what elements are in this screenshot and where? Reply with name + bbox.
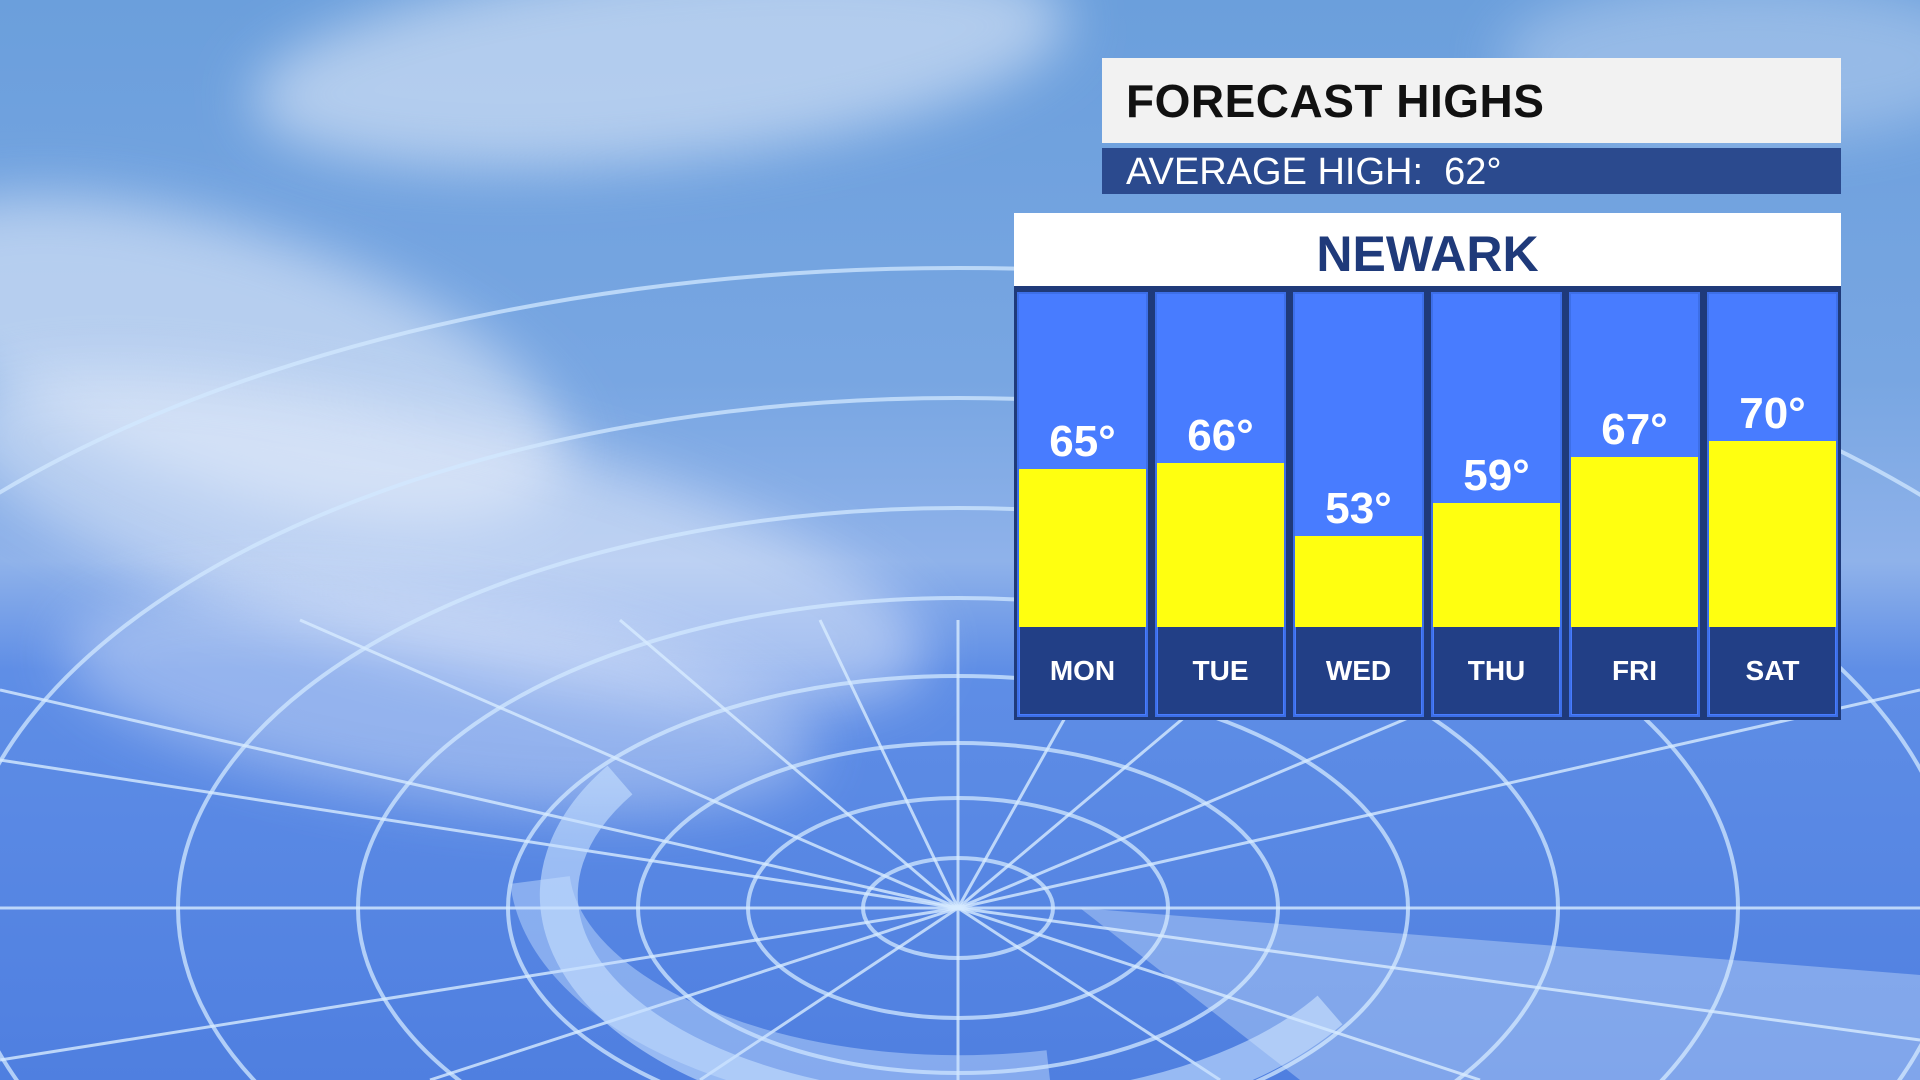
day-label: TUE	[1158, 627, 1283, 714]
chart-title: FORECAST HIGHS	[1126, 75, 1545, 127]
temp-bar	[1571, 457, 1698, 627]
day-column-tue: 66° TUE	[1155, 292, 1286, 717]
average-high-label: AVERAGE HIGH:	[1126, 151, 1424, 193]
day-column-fri: 67° FRI	[1569, 292, 1700, 717]
temp-label: 65°	[1049, 417, 1116, 466]
day-column-sat: 70° SAT	[1707, 292, 1838, 717]
temp-bar	[1433, 503, 1560, 627]
day-label: FRI	[1572, 627, 1697, 714]
temp-bar	[1709, 441, 1836, 627]
average-high-bar: AVERAGE HIGH: 62°	[1102, 148, 1841, 194]
temp-bar	[1019, 469, 1146, 627]
temp-label: 66°	[1187, 411, 1254, 460]
title-panel: FORECAST HIGHS	[1102, 58, 1841, 143]
temp-bar	[1157, 463, 1284, 627]
location-name: NEWARK	[1316, 226, 1539, 282]
temp-label: 67°	[1601, 405, 1668, 454]
average-high-text: AVERAGE HIGH: 62°	[1126, 151, 1502, 194]
location-panel: NEWARK	[1014, 213, 1841, 286]
day-column-wed: 53° WED	[1293, 292, 1424, 717]
temp-label: 59°	[1463, 451, 1530, 500]
average-high-value: 62°	[1444, 151, 1502, 193]
day-label: MON	[1020, 627, 1145, 714]
temp-label: 70°	[1739, 389, 1806, 438]
day-label: THU	[1434, 627, 1559, 714]
forecast-bar-chart: 65° MON 66° TUE 53° WED 59° THU 67° FRI …	[1014, 286, 1841, 720]
day-label: WED	[1296, 627, 1421, 714]
day-label: SAT	[1710, 627, 1835, 714]
day-column-thu: 59° THU	[1431, 292, 1562, 717]
temp-bar	[1295, 536, 1422, 627]
day-column-mon: 65° MON	[1017, 292, 1148, 717]
temp-label: 53°	[1325, 484, 1392, 533]
